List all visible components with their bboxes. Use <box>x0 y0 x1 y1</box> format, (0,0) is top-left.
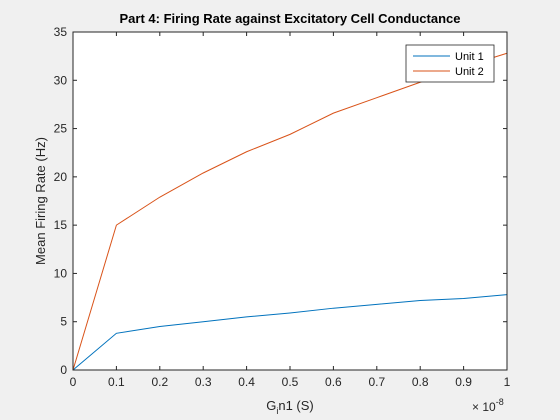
y-tick-label: 30 <box>54 73 68 87</box>
y-tick-label: 35 <box>54 25 68 39</box>
x-tick-label: 0.1 <box>108 375 125 389</box>
x-tick-label: 0 <box>70 375 77 389</box>
x-axis-label: Gin1 (S) <box>266 398 314 416</box>
ticks-layer: 0 0.1 0.2 0.3 0.4 0.5 0.6 0.7 0.8 0.9 105101520253… <box>54 25 511 389</box>
legend-label-2: Unit 2 <box>455 66 484 78</box>
x-axis-exponent-base: × 10 <box>472 400 496 414</box>
series-line-1 <box>72 294 508 371</box>
x-tick-label: 1 <box>504 375 511 389</box>
plot-area <box>73 32 507 370</box>
x-axis-label-rest: n1 (S) <box>278 398 313 413</box>
y-axis-label: Mean Firing Rate (Hz) <box>33 137 48 265</box>
x-axis-label-subscript: i <box>276 406 278 416</box>
y-tick-label: 10 <box>54 266 68 280</box>
x-tick-label: 0.3 <box>195 375 212 389</box>
x-tick-label: 0.6 <box>325 375 342 389</box>
x-axis-exponent-power: -8 <box>496 397 504 407</box>
y-tick-label: 5 <box>60 315 67 329</box>
x-tick-label: 0.9 <box>455 375 472 389</box>
x-tick-label: 0.2 <box>151 375 168 389</box>
x-tick-label: 0.5 <box>282 375 299 389</box>
x-tick-label: 0.8 <box>412 375 429 389</box>
x-axis-exponent: × 10-8 <box>472 397 504 414</box>
y-tick-label: 15 <box>54 218 68 232</box>
legend-box <box>405 44 495 83</box>
x-tick-label: 0.7 <box>368 375 385 389</box>
x-tick-label: 0.4 <box>238 375 255 389</box>
legend: Unit 1 Unit 2 <box>405 44 495 83</box>
y-tick-label: 0 <box>60 363 67 377</box>
y-tick-label: 25 <box>54 122 68 136</box>
y-tick-label: 20 <box>54 170 68 184</box>
chart-title: Part 4: Firing Rate against Excitatory C… <box>120 11 461 26</box>
x-axis-label-main: G <box>266 398 276 413</box>
legend-label-1: Unit 1 <box>455 51 484 63</box>
legend-items: Unit 1 Unit 2 <box>413 51 484 78</box>
